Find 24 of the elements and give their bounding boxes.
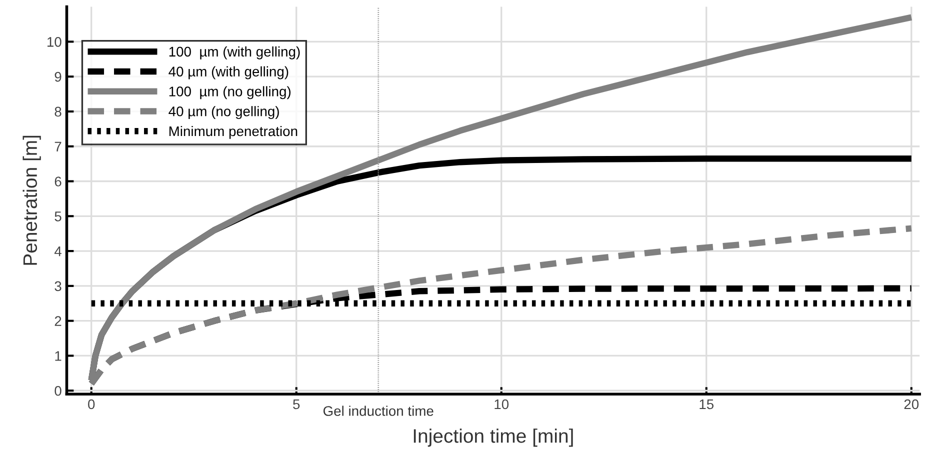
ref-line-label: Gel induction time — [323, 406, 434, 416]
y-tick-label: 10 — [47, 37, 62, 47]
y-tick-label: 6 — [54, 176, 62, 186]
legend-label: 100 µm (with gelling) — [169, 46, 300, 60]
y-tick-label: 7 — [54, 142, 62, 152]
legend-label: 100 µm (no gelling) — [169, 86, 290, 100]
y-tick-label: 8 — [54, 106, 62, 117]
x-tick-label: 10 — [494, 399, 509, 410]
y-tick-label: 0 — [54, 386, 62, 396]
y-tick-label: 2 — [54, 316, 62, 326]
y-axis-title: Penetration [m] — [22, 136, 41, 265]
x-tick-label: 15 — [700, 399, 714, 410]
y-tick-label: 4 — [54, 246, 62, 256]
x-tick-label: 20 — [904, 399, 919, 410]
legend-label: 40 µm (no gelling) — [168, 106, 279, 120]
y-tick-label: 9 — [54, 72, 62, 82]
x-tick-label: 5 — [293, 399, 300, 410]
x-axis-title: Injection time [min] — [414, 428, 573, 447]
legend-label: Minimum penetration — [169, 126, 298, 139]
legend-label: 40 µm (with gelling) — [168, 66, 288, 80]
y-tick-label: 5 — [54, 212, 62, 222]
y-tick-label: 1 — [55, 351, 62, 361]
y-tick-label: 3 — [54, 281, 62, 292]
x-tick-label: 0 — [88, 399, 95, 410]
